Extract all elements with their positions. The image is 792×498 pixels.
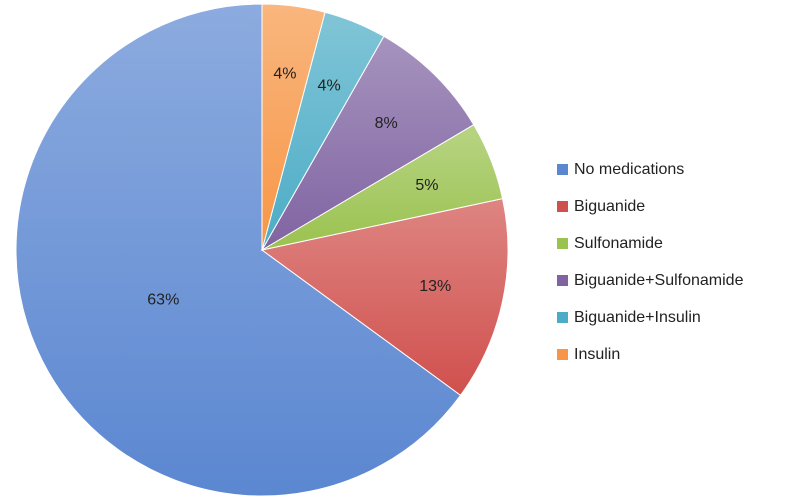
slice-label-biguanide-sulfonamide: 8% [375,115,398,132]
legend-swatch-biguanide [557,201,568,212]
pie-slice-insulin [261,3,326,251]
slice-labels: 63% 13% 5% 8% 4% 4% [147,66,451,309]
legend-label-biguanide-sulfonamide: Biguanide+Sulfonamide [574,272,744,289]
legend-swatch-no-medications [557,164,568,175]
legend-label-biguanide-insulin: Biguanide+Insulin [574,309,701,326]
legend-swatch-biguanide-insulin [557,312,568,323]
slice-label-sulfonamide: 5% [415,177,438,194]
legend-swatch-sulfonamide [557,238,568,249]
slice-label-biguanide-insulin: 4% [318,77,341,94]
legend: No medications Biguanide Sulfonamide Biguan… [557,161,744,363]
legend-label-biguanide: Biguanide [574,198,645,215]
legend-swatch-insulin [557,349,568,360]
pie-slice-no-medications [15,3,462,497]
pie-slices [15,3,509,497]
pie-slice-biguanide [260,198,509,396]
slice-label-biguanide: 13% [419,278,451,295]
slice-label-insulin: 4% [273,66,296,83]
pie-slice-biguanide-sulfonamide [260,35,475,252]
legend-label-insulin: Insulin [574,346,620,363]
legend-label-sulfonamide: Sulfonamide [574,235,663,252]
slice-label-no-medications: 63% [147,291,179,308]
legend-label-no-medications: No medications [574,161,684,178]
legend-swatch-biguanide-sulfonamide [557,275,568,286]
